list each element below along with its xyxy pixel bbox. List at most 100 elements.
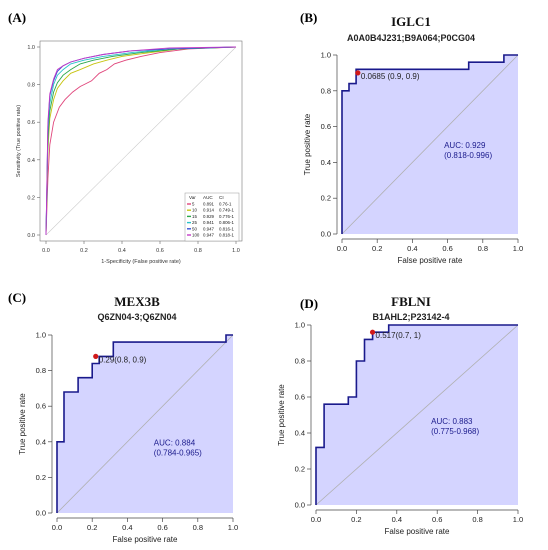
- x-axis-label: False positive rate: [385, 527, 450, 536]
- legend-var: 50: [192, 226, 197, 231]
- roc-curve: [315, 324, 518, 505]
- legend-ci: 0.816-1: [219, 226, 234, 231]
- y-tick-label: 0.6: [36, 402, 46, 411]
- x-axis-label: False positive rate: [398, 256, 463, 265]
- x-tick-label: 0.8: [478, 244, 488, 253]
- y-tick-label: 0.4: [321, 158, 331, 167]
- x-tick-label: 1.0: [513, 244, 523, 253]
- panel-d-title: FBLNI: [391, 294, 431, 309]
- panel-a: (A) 0.0 0.0 0.2 0.2 0.4 0.4 0.6 0.6 0.8 0.8 1.0 1.0…: [0, 0, 274, 280]
- legend-header: CI: [219, 195, 224, 200]
- panel-b-title: IGLC1: [391, 14, 431, 29]
- legend-header: Var: [189, 195, 196, 200]
- x-axis-label: 1-Specificity (False positive rate): [101, 259, 181, 265]
- auc-value: AUC: 0.884: [154, 438, 196, 447]
- x-tick-label: 0.0: [311, 515, 321, 524]
- chart-c-svg: 0.0 0.0 0.2 0.2 0.4 0.4 0.6 0.6 0.8 0.8 1.0 1.0 Fals…: [18, 331, 238, 545]
- y-tick-label: 0.4: [295, 429, 305, 438]
- panel-b: (B) IGLC1 A0A0B4J231;B9A064;P0CG04 0.0 0.…: [274, 0, 548, 280]
- auc-value: AUC: 0.883: [431, 417, 473, 426]
- diagonal-line: [341, 54, 519, 235]
- y-tick-label: 0.8: [27, 83, 35, 89]
- y-tick-label: 0.0: [36, 509, 46, 518]
- roc-curve: [341, 54, 518, 234]
- panel-c-label: (C): [8, 290, 27, 305]
- roc-series-line: [45, 46, 237, 236]
- x-tick-label: 0.8: [194, 248, 202, 254]
- y-tick-label: 0.6: [295, 393, 305, 402]
- x-tick-label: 0.6: [157, 523, 167, 532]
- y-tick-label: 0.6: [27, 120, 35, 126]
- roc-series-line: [45, 46, 237, 236]
- auc-value: AUC: 0.929: [444, 141, 486, 150]
- panel-d-label: (D): [300, 296, 319, 311]
- x-tick-label: 0.2: [351, 515, 361, 524]
- legend-auc: 0.891: [203, 202, 215, 207]
- y-tick-label: 0.8: [295, 357, 305, 366]
- diagonal-line: [56, 334, 234, 514]
- legend-auc: 0.947: [203, 233, 215, 238]
- y-axis-label: True positive rate: [303, 113, 312, 175]
- legend-var: 10: [192, 208, 197, 213]
- chart-b-svg: 0.0 0.0 0.2 0.2 0.4 0.4 0.6 0.6 0.8 0.8 1.0 1.0 Fals…: [303, 51, 523, 266]
- panel-b-subtitle: A0A0B4J231;B9A064;P0CG04: [346, 33, 476, 43]
- legend-box: [184, 192, 240, 242]
- panel-b-label: (B): [300, 10, 318, 25]
- y-tick-label: 0.2: [27, 195, 35, 201]
- threshold-label: 0.517(0.7, 1): [376, 331, 422, 340]
- legend-auc: 0.929: [203, 214, 215, 219]
- x-tick-label: 0.2: [87, 523, 97, 532]
- panel-c-subtitle: Q6ZN04-3;Q6ZN04: [97, 312, 177, 322]
- y-tick-label: 1.0: [27, 45, 35, 51]
- y-tick-label: 0.2: [321, 194, 331, 203]
- diagonal-line: [315, 324, 519, 506]
- roc-series-line: [45, 46, 237, 236]
- x-tick-label: 1.0: [513, 515, 523, 524]
- x-tick-label: 0.4: [407, 244, 417, 253]
- legend-var: 100: [192, 233, 200, 238]
- x-tick-label: 0.6: [156, 248, 164, 254]
- x-axis-label: False positive rate: [113, 535, 178, 544]
- x-tick-label: 0.8: [472, 515, 482, 524]
- legend-var: 5: [192, 202, 195, 207]
- y-axis-label: Sensitivity (True positive rate): [16, 105, 22, 177]
- y-tick-label: 0.8: [321, 86, 331, 95]
- panel-d: (D) FBLNI B1AHL2;P23142-4 0.0 0.0 0.2 0.2 0.…: [274, 280, 548, 550]
- legend-ci: 0.749-1: [219, 208, 234, 213]
- legend-ci: 0.76-1: [219, 202, 232, 207]
- chart-d-svg: 0.0 0.0 0.2 0.2 0.4 0.4 0.6 0.6 0.8 0.8 1.0 1.0 Fals…: [277, 321, 523, 537]
- threshold-label: 0.29(0.8, 0.9): [99, 355, 147, 364]
- legend-var: 25: [192, 220, 197, 225]
- legend-auc: 0.941: [203, 220, 215, 225]
- y-tick-label: 1.0: [36, 331, 46, 340]
- x-tick-label: 0.0: [42, 248, 50, 254]
- y-tick-label: 0.0: [321, 230, 331, 239]
- diagonal-line: [45, 46, 237, 236]
- legend-auc: 0.947: [203, 226, 215, 231]
- x-tick-label: 0.0: [52, 523, 62, 532]
- legend-ci: 0.818-1: [219, 233, 234, 238]
- x-tick-label: 0.6: [432, 515, 442, 524]
- roc-series-line: [45, 46, 237, 236]
- y-tick-label: 0.2: [295, 465, 305, 474]
- auc-ci: (0.775-0.968): [431, 427, 479, 436]
- y-tick-label: 0.0: [27, 233, 35, 239]
- threshold-point: [93, 353, 99, 359]
- x-tick-label: 0.4: [118, 248, 126, 254]
- y-tick-label: 0.4: [27, 158, 35, 164]
- legend-header: AUC: [203, 195, 213, 200]
- x-tick-label: 1.0: [228, 523, 238, 532]
- y-tick-label: 1.0: [321, 51, 331, 60]
- x-tick-label: 0.4: [392, 515, 402, 524]
- panel-c-title: MEX3B: [114, 294, 160, 309]
- legend-ci: 0.776-1: [219, 214, 234, 219]
- x-tick-label: 0.4: [122, 523, 132, 532]
- y-tick-label: 1.0: [295, 321, 305, 330]
- legend-auc: 0.914: [203, 208, 215, 213]
- panel-d-subtitle: B1AHL2;P23142-4: [372, 312, 450, 322]
- y-tick-label: 0.4: [36, 437, 46, 446]
- y-tick-label: 0.0: [295, 501, 305, 510]
- y-axis-label: True positive rate: [18, 393, 27, 455]
- x-tick-label: 1.0: [232, 248, 240, 254]
- panel-a-label: (A): [8, 10, 27, 25]
